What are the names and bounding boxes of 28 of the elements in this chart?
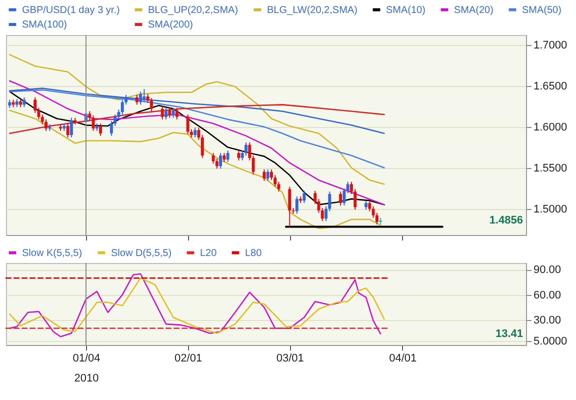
legend-label: L80 xyxy=(245,248,262,259)
legend-label: Slow D(5,5,5) xyxy=(111,248,172,259)
x-tick-label: 03/01 xyxy=(276,352,304,364)
legend-label: SMA(10) xyxy=(386,4,426,16)
x-axis-title: 2010 xyxy=(74,372,99,384)
y-tick-label: 1.5500 xyxy=(534,162,568,174)
legend-label: SMA(50) xyxy=(522,4,562,16)
x-tick-label: 02/01 xyxy=(174,352,202,364)
legend-label: BLG_LW(20,2,SMA) xyxy=(267,4,358,16)
annotation: 13.41 xyxy=(495,328,523,340)
y-tick-label: 90.00 xyxy=(534,264,562,276)
legend-label: SMA(200) xyxy=(148,20,194,30)
legend-label: BLG_UP(20,2,SMA) xyxy=(148,4,238,16)
y-tick-label: 5.0000 xyxy=(534,335,568,348)
legend-label: L20 xyxy=(200,248,218,259)
y-tick-label: 1.6000 xyxy=(534,121,568,134)
y-tick-label: 30.00 xyxy=(534,314,562,326)
annotation: 1.4856 xyxy=(489,214,523,227)
y-tick-label: 1.7000 xyxy=(534,39,568,52)
y-tick-label: 1.5000 xyxy=(534,203,568,216)
legend-label: SMA(20) xyxy=(454,4,494,16)
legend-label: GBP/USD(1 day 3 yr.) xyxy=(22,4,120,16)
legend-label: SMA(100) xyxy=(22,20,68,30)
x-tick-label: 04/01 xyxy=(389,352,417,364)
legend-label: Slow K(5,5,5) xyxy=(22,248,82,259)
y-tick-label: 60.00 xyxy=(534,289,562,302)
y-tick-label: 1.6500 xyxy=(534,80,568,92)
x-tick-label: 01/04 xyxy=(72,352,100,364)
